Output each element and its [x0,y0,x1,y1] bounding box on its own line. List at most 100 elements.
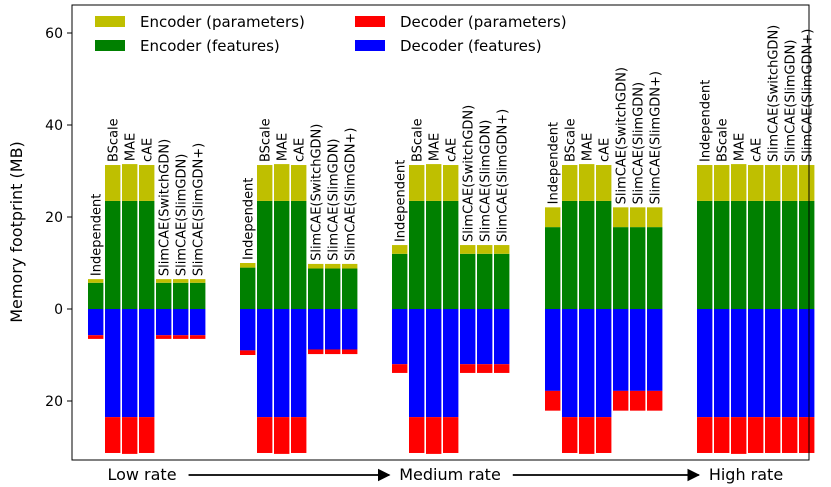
bar-g5-bscale-encoder-features [714,200,730,309]
bar-g2-mae-decoder-features [274,309,290,418]
bar-g3-mae-encoder-features [426,200,442,309]
bar-g2-slimcae-slimgdn-decoder-parameters [342,349,358,355]
bar-g4-slimcae-slimgdn-encoder-features [647,227,663,309]
bar-g3-bscale-decoder-features [409,309,425,418]
bar-g4-cae-encoder-features [596,200,612,309]
y-tick-label-1: 40 [45,118,63,134]
bar-g4-slimcae-switchgdn-label: SlimCAE(SwitchGDN) [615,67,630,204]
y-tick-label-4: 20 [45,394,63,410]
bar-g3-slimcae-slimgdn-decoder-parameters [477,364,493,373]
group-label-low-rate: Low rate [107,465,176,484]
bar-g2-cae-label: cAE [293,138,308,162]
bar-g4-mae-encoder-parameters [579,164,595,201]
bar-g4-slimcae-slimgdn-decoder-parameters [630,390,646,411]
bar-g3-independent-encoder-features [392,253,408,309]
bar-g5-cae-label: cAE [750,138,765,162]
bar-g5-mae-decoder-features [731,309,747,418]
bar-g1-cae-encoder-features [139,200,155,309]
bar-g2-mae-decoder-parameters [274,417,290,454]
bar-g3-slimcae-slimgdn-encoder-features [477,253,493,309]
bar-g4-bscale-decoder-features [562,309,578,418]
bar-g1-slimcae-switchgdn-encoder-parameters [156,279,172,283]
bar-g1-bscale-encoder-features [105,200,121,309]
bar-g1-slimcae-switchgdn-decoder-parameters [156,335,172,339]
bar-g5-cae-decoder-features [748,309,764,418]
bar-g2-slimcae-slimgdn-label: SlimCAE(SlimGDN) [327,138,342,260]
bar-g4-bscale-label: BScale [564,118,579,162]
bar-g2-cae-encoder-features [291,200,307,309]
bar-g5-slimcae-switchgdn-decoder-parameters [765,417,781,453]
bar-g3-slimcae-slimgdn-label: SlimCAE(SlimGDN) [479,120,494,242]
bar-g5-mae-decoder-parameters [731,417,747,454]
bar-g1-mae-encoder-parameters [122,164,138,201]
bar-g2-slimcae-slimgdn-label: SlimCAE(SlimGDN+) [344,128,359,261]
bar-g2-bscale-decoder-parameters [257,417,273,453]
bar-g4-slimcae-switchgdn-decoder-features [613,309,629,391]
bar-g4-independent-label: Independent [547,122,562,204]
bars-layer [88,164,815,454]
bar-g5-independent-encoder-parameters [697,165,713,201]
bar-g3-mae-decoder-features [426,309,442,418]
bar-g5-slimcae-slimgdn-decoder-parameters [799,417,815,453]
bar-g1-bscale-decoder-parameters [105,417,121,453]
bar-g1-slimcae-slimgdn-decoder-parameters [173,335,189,339]
bar-g5-mae-label: MAE [733,133,748,161]
bar-g2-slimcae-switchgdn-label: SlimCAE(SwitchGDN) [310,124,325,261]
bar-g1-slimcae-switchgdn-label: SlimCAE(SwitchGDN) [158,139,173,276]
bar-g3-cae-encoder-parameters [443,165,459,201]
legend-label-0: Encoder (parameters) [140,13,305,31]
legend-swatch-1 [95,40,125,51]
bar-g3-bscale-encoder-features [409,200,425,309]
legend-swatch-3 [355,40,385,51]
bar-g4-slimcae-slimgdn-decoder-parameters [647,390,663,411]
bar-g1-independent-encoder-parameters [88,279,104,283]
bar-g4-slimcae-slimgdn-label: SlimCAE(SlimGDN+) [649,71,664,204]
bar-g3-bscale-decoder-parameters [409,417,425,453]
y-tick-label-0: 60 [45,26,63,42]
bar-g5-slimcae-slimgdn-decoder-features [782,309,798,418]
bar-g4-bscale-encoder-parameters [562,165,578,201]
bar-g3-slimcae-slimgdn-label: SlimCAE(SlimGDN+) [496,109,511,242]
bar-g2-slimcae-slimgdn-decoder-features [325,309,341,350]
bar-g5-bscale-label: BScale [716,118,731,162]
y-tick-label-3: 0 [54,302,63,318]
bar-g3-independent-decoder-features [392,309,408,365]
bar-g2-independent-decoder-parameters [240,350,256,355]
bar-g4-slimcae-slimgdn-decoder-features [630,309,646,391]
bar-g4-slimcae-switchgdn-encoder-features [613,227,629,309]
bar-g3-slimcae-slimgdn-decoder-features [477,309,493,365]
bar-g4-independent-encoder-parameters [545,207,561,228]
bar-g2-independent-label: Independent [242,178,257,260]
bar-g5-slimcae-switchgdn-encoder-features [765,200,781,309]
bar-g3-slimcae-slimgdn-encoder-parameters [477,245,493,254]
bar-g1-mae-label: MAE [124,133,139,161]
bar-g1-cae-decoder-features [139,309,155,418]
bar-g3-mae-label: MAE [428,133,443,161]
bar-g2-bscale-encoder-parameters [257,165,273,201]
bar-g5-mae-encoder-parameters [731,164,747,201]
bar-g3-slimcae-slimgdn-decoder-parameters [494,364,510,373]
bar-g5-independent-label: Independent [699,80,714,162]
bar-g3-slimcae-slimgdn-encoder-features [494,253,510,309]
bar-g5-mae-encoder-features [731,200,747,309]
bar-g3-slimcae-switchgdn-decoder-parameters [460,364,476,373]
bar-g3-mae-encoder-parameters [426,164,442,201]
bar-g2-slimcae-slimgdn-encoder-parameters [325,263,341,269]
bar-g1-bscale-label: BScale [107,118,122,162]
group-label-medium-rate: Medium rate [399,465,501,484]
bar-g2-slimcae-switchgdn-encoder-parameters [308,263,324,269]
bar-g4-independent-encoder-features [545,227,561,309]
bar-g1-slimcae-slimgdn-decoder-features [173,309,189,336]
bar-g3-independent-decoder-parameters [392,364,408,373]
bar-g2-independent-encoder-parameters [240,263,256,268]
bar-g5-slimcae-slimgdn-decoder-features [799,309,815,418]
bar-g5-slimcae-slimgdn-label: SlimCAE(SlimGDN+) [801,29,816,162]
bar-g2-bscale-decoder-features [257,309,273,418]
bar-g1-slimcae-switchgdn-decoder-features [156,309,172,336]
bar-g4-mae-decoder-features [579,309,595,418]
bar-g3-cae-label: cAE [445,138,460,162]
bar-g2-independent-encoder-features [240,267,256,309]
bar-g2-mae-encoder-parameters [274,164,290,201]
bar-g3-cae-decoder-features [443,309,459,418]
legend-label-1: Encoder (features) [140,37,280,55]
